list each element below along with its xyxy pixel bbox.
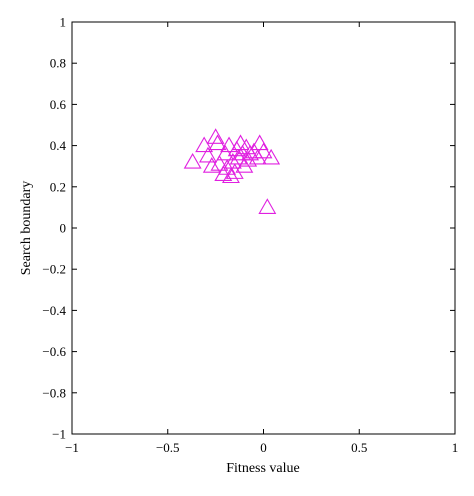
data-point: [221, 167, 240, 184]
data-point: [216, 144, 235, 161]
data-point: [258, 198, 277, 214]
y-tick-label: −0.6: [42, 344, 66, 359]
y-tick-label: 0.2: [50, 179, 66, 194]
y-tick-label: 0.6: [50, 97, 67, 112]
y-tick-label: −0.4: [42, 303, 66, 318]
data-points: [183, 128, 281, 214]
tick-labels: −1 −0.5 0 0.5 1 −1 −0.8 −0.6 −0.4 −0.2 0 0.2 0.4 0.6 0…: [42, 15, 458, 456]
data-point: [220, 136, 238, 153]
data-point: [241, 144, 260, 161]
x-tick-label: 0: [260, 440, 267, 455]
data-point: [183, 152, 202, 169]
y-tick-label: 1: [60, 15, 67, 30]
y-tick-label: −0.2: [42, 262, 66, 277]
y-tick-label: −1: [52, 427, 66, 442]
x-tick-label: −0.5: [156, 440, 180, 455]
plot-frame: [71, 21, 456, 435]
x-tick-label: 0.5: [351, 440, 367, 455]
data-point: [254, 142, 273, 159]
data-point: [229, 148, 248, 165]
x-axis-label: Fitness value: [226, 461, 300, 476]
data-point: [206, 128, 225, 144]
axis-ticks: [71, 21, 456, 435]
y-tick-label: 0.8: [50, 56, 66, 71]
data-point: [195, 136, 214, 153]
data-point: [199, 146, 217, 163]
y-tick-label: 0: [60, 221, 67, 236]
y-axis-label: Search boundary: [19, 181, 34, 275]
x-tick-label: −1: [65, 440, 79, 455]
x-tick-label: 1: [452, 440, 459, 455]
data-point: [248, 148, 267, 165]
data-point: [262, 148, 281, 165]
y-tick-label: −0.8: [42, 385, 66, 400]
data-point: [208, 134, 227, 151]
data-point: [202, 157, 221, 173]
data-point: [225, 163, 244, 179]
data-point: [210, 155, 229, 171]
y-tick-label: 0.4: [50, 138, 67, 153]
